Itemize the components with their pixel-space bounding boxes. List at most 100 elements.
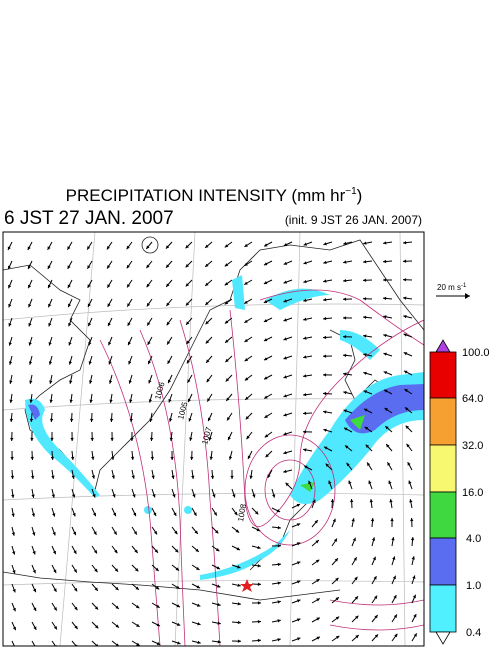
colorbar-segment [430, 585, 456, 632]
wind-arrow-head [197, 641, 200, 644]
colorbar-segment [430, 492, 456, 538]
wind-arrow-head [49, 380, 52, 383]
precip-cell [144, 506, 152, 514]
wind-arrow-head [390, 518, 393, 521]
wind-arrow-head [278, 563, 281, 566]
wind-arrow-head [343, 354, 346, 357]
wind-scale-text: 20 m s [437, 283, 461, 292]
wind-arrow-head [52, 494, 55, 497]
wind-arrow-head [258, 583, 261, 586]
colorbar-segment [430, 445, 456, 492]
isobar-label: 1005 [176, 400, 189, 420]
title-close: ) [357, 186, 363, 205]
wind-arrow-head [323, 355, 326, 358]
wind-arrow-head [323, 392, 326, 395]
wind-arrow-head [343, 316, 346, 319]
wind-arrow-head [350, 499, 353, 502]
wind-arrow-head [383, 260, 386, 263]
wind-scale-exponent: -1 [461, 283, 467, 289]
station-star [240, 579, 254, 592]
wind-arrow-head [151, 457, 154, 460]
map: 1006 1005 1007 1008 [3, 232, 424, 649]
wind-arrow-head [323, 317, 326, 320]
wind-arrow-head [352, 518, 355, 521]
wind-arrow-head [170, 457, 173, 460]
wind-arrow-head [150, 438, 153, 441]
wind-arrow-head [169, 418, 172, 421]
colorbar-label: 4.0 [466, 533, 481, 545]
wind-arrow [72, 641, 78, 648]
wind-arrow-head [50, 419, 53, 422]
precip-coast [232, 275, 245, 310]
colorbar-segment [430, 352, 456, 398]
isobar [100, 340, 160, 646]
isobar [180, 320, 220, 646]
title-exponent: −1 [345, 186, 357, 197]
valid-time: 6 JST 27 JAN. 2007 [4, 208, 174, 229]
wind-arrow-head [343, 242, 346, 245]
wind-arrow-head [403, 260, 406, 263]
colorbar-segment [430, 538, 456, 585]
wind-arrow [12, 641, 16, 649]
wind-arrow-head [383, 278, 386, 281]
wind-arrow-head [211, 476, 214, 479]
wind-arrow-head [70, 438, 73, 441]
wind-arrow-head [11, 476, 14, 479]
wind-arrow-head [131, 457, 134, 460]
colorbar-label: 100.0 [462, 347, 490, 359]
colorbar-label: 32.0 [462, 440, 483, 452]
wind-arrow-head [230, 476, 233, 479]
wind-arrow-head [51, 457, 54, 460]
wind-arrow-head [190, 457, 193, 460]
wind-arrow-head [258, 620, 261, 623]
wind-arrow-head [403, 278, 406, 281]
wind-arrow-head [331, 499, 334, 502]
init-time: (init. 9 JST 26 JAN. 2007) [285, 213, 422, 227]
colorbar [430, 340, 456, 644]
wind-arrow-head [412, 556, 415, 559]
wind-arrow-head [343, 297, 346, 300]
wind-arrow-head [12, 532, 15, 535]
wind-arrow-head [323, 336, 326, 339]
wind-arrow-head [403, 315, 406, 318]
precip-cell [184, 506, 192, 514]
wind-arrow-head [91, 438, 94, 441]
wind-arrow-head [258, 639, 261, 642]
wind-arrow-head [363, 279, 366, 282]
wind-arrow-head [363, 316, 366, 319]
wind-arrow-head [238, 621, 241, 624]
wind-arrow-head [410, 518, 413, 521]
precip-south [200, 530, 290, 580]
wind-arrow-head [10, 457, 13, 460]
colorbar-label: 0.4 [466, 627, 481, 639]
isobar-label: 1007 [200, 425, 213, 445]
wind-arrow-head [343, 279, 346, 282]
wind-arrow-head [303, 412, 306, 415]
wind-arrow-head [70, 419, 73, 422]
wind-arrow [32, 641, 36, 649]
wind-arrow-head [238, 640, 241, 643]
wind-arrow-head [92, 475, 95, 478]
wind-arrow-head [69, 380, 72, 383]
isobar [140, 330, 185, 646]
wind-arrow [52, 641, 57, 648]
wind-arrow-head [411, 537, 414, 540]
title: PRECIPITATION INTENSITY (mm hr−1) [66, 186, 363, 205]
colorbar-labels: 100.0 64.0 32.0 16.0 4.0 1.0 0.4 [462, 347, 490, 639]
wind-arrow-head [31, 457, 34, 460]
isobar-label: 1008 [236, 503, 248, 523]
wind-arrow-head [323, 373, 326, 376]
wind-arrow-head [71, 457, 74, 460]
colorbar-label: 16.0 [462, 487, 483, 499]
wind-arrow-head [89, 380, 92, 383]
wind-arrow-head [10, 419, 13, 422]
wind-arrow-head [10, 438, 13, 441]
title-text: PRECIPITATION INTENSITY (mm hr [66, 186, 346, 205]
wind-arrow-head [32, 513, 35, 516]
wind-arrow-head [363, 297, 366, 300]
wind-arrow-head [303, 318, 306, 321]
wind-arrow-head [112, 475, 115, 478]
wind-arrow-head [277, 638, 280, 641]
wind-scale-arrow [436, 293, 470, 299]
